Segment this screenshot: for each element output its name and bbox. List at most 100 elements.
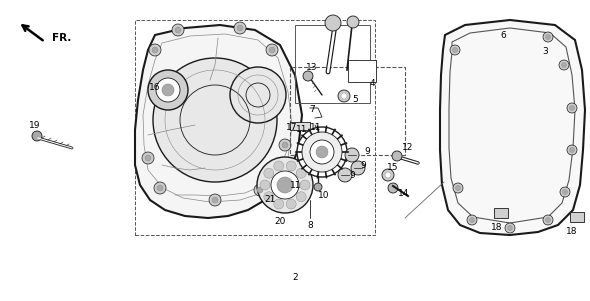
Circle shape: [172, 24, 184, 36]
Circle shape: [274, 199, 284, 209]
Bar: [290, 122, 310, 130]
Circle shape: [470, 218, 474, 222]
Circle shape: [382, 169, 394, 181]
Circle shape: [385, 172, 391, 178]
Text: 21: 21: [264, 196, 276, 204]
Text: 17: 17: [286, 123, 298, 132]
Circle shape: [467, 215, 477, 225]
Text: 8: 8: [307, 221, 313, 229]
Text: 13: 13: [306, 63, 318, 72]
Circle shape: [296, 192, 306, 202]
Text: 15: 15: [387, 163, 399, 172]
Circle shape: [546, 218, 550, 222]
Circle shape: [257, 157, 313, 213]
Circle shape: [296, 168, 306, 178]
Circle shape: [559, 60, 569, 70]
Circle shape: [148, 70, 188, 110]
Circle shape: [300, 180, 310, 190]
Polygon shape: [440, 20, 585, 235]
Circle shape: [269, 47, 275, 53]
Circle shape: [279, 139, 291, 151]
Circle shape: [560, 187, 570, 197]
Text: 16: 16: [149, 83, 160, 92]
Circle shape: [507, 225, 513, 231]
Text: 4: 4: [369, 79, 375, 88]
Circle shape: [157, 185, 163, 191]
Circle shape: [257, 187, 263, 193]
Circle shape: [152, 47, 158, 53]
Circle shape: [345, 148, 359, 162]
Circle shape: [145, 155, 151, 161]
Bar: [135, 20, 375, 235]
Circle shape: [505, 223, 515, 233]
Bar: [295, 25, 370, 103]
Circle shape: [453, 48, 457, 52]
Circle shape: [32, 131, 42, 141]
Circle shape: [338, 90, 350, 102]
Circle shape: [302, 132, 342, 172]
Circle shape: [567, 145, 577, 155]
Circle shape: [254, 184, 266, 196]
Circle shape: [234, 22, 246, 34]
Circle shape: [237, 25, 243, 31]
Circle shape: [546, 35, 550, 39]
Circle shape: [149, 44, 161, 56]
Circle shape: [162, 84, 174, 96]
Text: 20: 20: [274, 218, 286, 226]
Circle shape: [260, 180, 270, 190]
Circle shape: [543, 215, 553, 225]
Circle shape: [450, 45, 460, 55]
Circle shape: [297, 127, 347, 177]
Text: 19: 19: [30, 120, 41, 129]
Bar: [494, 208, 508, 218]
Text: 12: 12: [402, 144, 414, 153]
Circle shape: [455, 185, 461, 191]
Circle shape: [153, 58, 277, 182]
Circle shape: [543, 32, 553, 42]
Circle shape: [277, 177, 293, 193]
Circle shape: [316, 146, 328, 158]
Circle shape: [264, 192, 274, 202]
Text: 18: 18: [566, 228, 578, 237]
Circle shape: [271, 171, 299, 199]
Circle shape: [286, 199, 296, 209]
Text: 9: 9: [364, 147, 370, 157]
Circle shape: [569, 105, 575, 110]
Text: 2: 2: [292, 274, 298, 283]
Text: 14: 14: [398, 188, 409, 197]
Circle shape: [341, 93, 347, 99]
Circle shape: [156, 78, 180, 102]
Circle shape: [282, 142, 288, 148]
Circle shape: [212, 197, 218, 203]
Circle shape: [392, 151, 402, 161]
Circle shape: [562, 63, 566, 67]
Circle shape: [567, 103, 577, 113]
Circle shape: [266, 44, 278, 56]
Text: 11: 11: [296, 126, 308, 135]
Circle shape: [286, 161, 296, 171]
Circle shape: [347, 16, 359, 28]
Circle shape: [453, 183, 463, 193]
Circle shape: [230, 67, 286, 123]
Circle shape: [175, 27, 181, 33]
Text: 9: 9: [349, 170, 355, 179]
Circle shape: [562, 190, 568, 194]
Text: 9: 9: [360, 160, 366, 169]
Circle shape: [314, 183, 322, 191]
Circle shape: [338, 168, 352, 182]
Bar: [348, 60, 376, 82]
Text: 3: 3: [542, 48, 548, 57]
Circle shape: [303, 71, 313, 81]
Polygon shape: [135, 25, 302, 218]
Circle shape: [569, 147, 575, 153]
Text: 5: 5: [352, 95, 358, 104]
Circle shape: [351, 161, 365, 175]
Text: 18: 18: [491, 224, 503, 232]
Circle shape: [154, 182, 166, 194]
Circle shape: [142, 152, 154, 164]
Circle shape: [388, 183, 398, 193]
Bar: [290, 67, 405, 155]
Text: 11: 11: [310, 123, 322, 132]
Text: 7: 7: [309, 105, 315, 114]
Circle shape: [209, 194, 221, 206]
